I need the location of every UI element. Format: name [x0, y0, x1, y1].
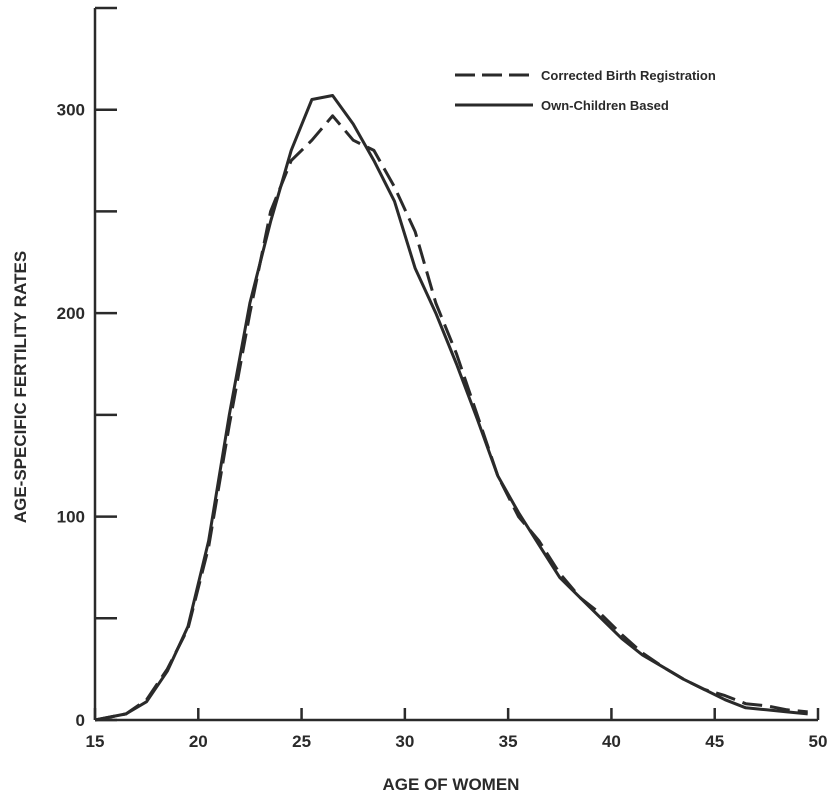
y-tick-label: 200: [57, 304, 85, 323]
x-tick-label: 20: [189, 732, 208, 751]
x-tick-label: 40: [602, 732, 621, 751]
legend-label: Corrected Birth Registration: [541, 68, 716, 83]
series-line-corrected-birth-registration: [94, 114, 808, 722]
y-tick-label: 100: [57, 508, 85, 527]
axes: 15 20 25 30 35 40 45 50 0 100 200 300: [57, 6, 828, 751]
y-axis-title: AGE-SPECIFIC FERTILITY RATES: [11, 251, 30, 523]
legend-label: Own-Children Based: [541, 98, 669, 113]
x-tick-label: 50: [809, 732, 828, 751]
x-tick-label: 30: [395, 732, 414, 751]
x-tick-label: 45: [705, 732, 724, 751]
series-line-own-children-based: [94, 94, 808, 722]
y-tick-label: 300: [57, 101, 85, 120]
legend: Corrected Birth Registration Own-Children…: [455, 68, 716, 113]
axis-titles: AGE OF WOMEN AGE-SPECIFIC FERTILITY RATE…: [11, 251, 519, 794]
x-tick-label: 35: [499, 732, 518, 751]
y-tick-label: 0: [76, 711, 85, 730]
x-tick-label: 25: [292, 732, 311, 751]
x-tick-label: 15: [86, 732, 105, 751]
x-axis-title: AGE OF WOMEN: [383, 775, 520, 794]
series-lines: [94, 94, 808, 722]
